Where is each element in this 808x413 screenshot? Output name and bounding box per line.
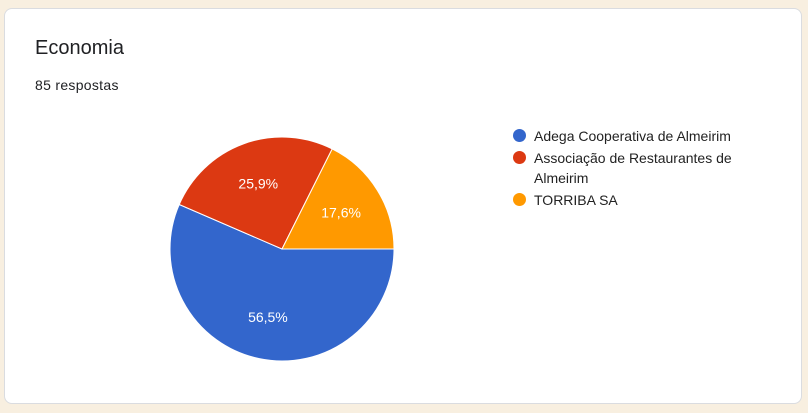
slice-label: 56,5% bbox=[248, 309, 288, 325]
legend-swatch-icon bbox=[513, 129, 526, 142]
pie-slice[interactable] bbox=[178, 136, 333, 250]
legend-swatch-icon bbox=[513, 151, 526, 164]
legend-item[interactable]: TORRIBA SA bbox=[510, 190, 770, 210]
question-title: Economia bbox=[35, 37, 124, 59]
legend-label: Adega Cooperativa de Almeirim bbox=[534, 128, 731, 144]
legend-item[interactable]: Adega Cooperativa de Almeirim bbox=[510, 126, 770, 146]
legend-item[interactable]: Associação de Restaurantes de Almeirim bbox=[510, 148, 770, 188]
pie-slice[interactable] bbox=[281, 148, 395, 250]
legend-label: Associação de Restaurantes de Almeirim bbox=[534, 150, 732, 186]
slice-label: 17,6% bbox=[321, 205, 361, 221]
legend-label: TORRIBA SA bbox=[534, 192, 618, 208]
slice-label: 25,9% bbox=[238, 176, 278, 192]
legend: Adega Cooperativa de Almeirim Associação … bbox=[510, 126, 770, 212]
pie-slice[interactable] bbox=[169, 203, 395, 362]
chart-card: Economia 85 respostas bbox=[4, 8, 802, 404]
legend-swatch-icon bbox=[513, 193, 526, 206]
response-count: 85 respostas bbox=[35, 77, 119, 93]
